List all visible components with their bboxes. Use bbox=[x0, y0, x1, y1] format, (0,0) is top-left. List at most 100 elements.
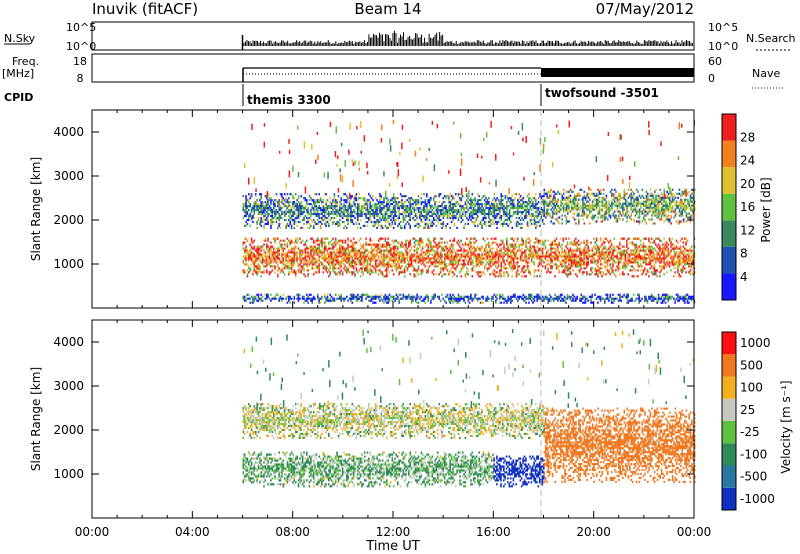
power-echo bbox=[424, 203, 427, 206]
power-echo bbox=[279, 271, 282, 274]
power-echo bbox=[406, 214, 409, 218]
power-echo bbox=[351, 220, 354, 224]
power-echo bbox=[432, 237, 435, 240]
power-echo bbox=[482, 257, 485, 260]
power-echo bbox=[445, 195, 447, 198]
power-echo bbox=[293, 271, 296, 274]
power-echo bbox=[424, 265, 427, 268]
power-echo bbox=[286, 259, 289, 262]
power-echo bbox=[315, 265, 318, 268]
power-echo bbox=[550, 216, 552, 219]
power-echo bbox=[355, 199, 358, 202]
power-echo bbox=[490, 201, 493, 204]
power-echo bbox=[547, 196, 550, 199]
power-echo bbox=[333, 205, 336, 208]
power-echo bbox=[361, 209, 363, 212]
power-echo bbox=[535, 251, 537, 254]
power-echo bbox=[641, 249, 643, 252]
power-echo bbox=[277, 263, 279, 266]
power-echo bbox=[581, 259, 584, 262]
power-echo bbox=[373, 253, 376, 256]
power-echo bbox=[546, 253, 548, 256]
power-echo bbox=[430, 224, 432, 227]
power-echo bbox=[500, 222, 503, 225]
power-echo bbox=[470, 212, 472, 216]
power-echo bbox=[450, 255, 453, 258]
power-echo bbox=[496, 251, 498, 254]
power-echo bbox=[642, 261, 645, 264]
power-echo bbox=[332, 257, 334, 260]
power-echo bbox=[243, 271, 246, 274]
power-echo bbox=[346, 211, 348, 214]
power-echo bbox=[620, 255, 623, 258]
power-echo bbox=[250, 251, 253, 254]
power-echo bbox=[386, 261, 388, 264]
power-echo bbox=[586, 239, 588, 242]
power-echo bbox=[346, 269, 348, 272]
power-echo bbox=[592, 261, 595, 264]
power-echo bbox=[252, 207, 254, 210]
power-echo bbox=[424, 251, 427, 254]
power-echo bbox=[519, 222, 522, 225]
power-echo bbox=[461, 195, 464, 198]
power-echo bbox=[246, 218, 249, 222]
power-echo bbox=[551, 210, 554, 213]
power-echo bbox=[486, 269, 489, 272]
power-echo bbox=[510, 267, 512, 270]
power-echo bbox=[464, 273, 467, 276]
power-echo bbox=[321, 222, 323, 225]
power-echo bbox=[620, 253, 623, 256]
power-echo bbox=[351, 249, 354, 252]
power-echo bbox=[384, 224, 387, 227]
power-echo bbox=[366, 216, 369, 220]
power-echo bbox=[477, 201, 479, 204]
power-echo bbox=[439, 251, 442, 254]
power-echo bbox=[667, 253, 669, 256]
power-echo bbox=[449, 239, 451, 242]
power-echo bbox=[459, 211, 461, 214]
power-echo bbox=[519, 271, 522, 274]
power-echo bbox=[394, 253, 396, 256]
power-echo bbox=[459, 259, 461, 262]
power-echo bbox=[357, 203, 359, 206]
power-echo bbox=[413, 218, 416, 222]
power-echo bbox=[441, 237, 443, 240]
power-echo bbox=[381, 263, 384, 266]
power-echo bbox=[489, 257, 491, 260]
power-echo bbox=[312, 245, 315, 248]
power-echo bbox=[366, 207, 369, 210]
power-echo bbox=[642, 237, 645, 240]
power-echo bbox=[644, 261, 646, 264]
power-echo bbox=[557, 265, 559, 268]
power-echo bbox=[300, 209, 302, 212]
power-echo bbox=[323, 214, 326, 218]
power-echo bbox=[358, 209, 360, 212]
power-echo bbox=[475, 257, 478, 260]
power-echo bbox=[329, 259, 331, 262]
power-echo bbox=[681, 271, 683, 274]
power-echo bbox=[249, 267, 251, 270]
power-echo bbox=[561, 263, 563, 266]
power-echo bbox=[506, 195, 508, 198]
power-echo bbox=[394, 199, 396, 202]
power-echo bbox=[570, 251, 573, 254]
power-echo bbox=[495, 209, 497, 212]
power-echo bbox=[432, 239, 435, 242]
power-echo bbox=[292, 257, 294, 260]
power-echo bbox=[449, 216, 451, 220]
power-echo bbox=[530, 199, 533, 202]
power-echo bbox=[278, 249, 280, 252]
power-echo bbox=[427, 257, 429, 260]
power-echo bbox=[256, 271, 258, 274]
power-echo bbox=[610, 269, 613, 272]
power-echo bbox=[569, 259, 572, 262]
power-echo bbox=[248, 216, 250, 220]
power-echo bbox=[586, 265, 588, 268]
power-echo bbox=[317, 211, 319, 214]
power-echo bbox=[655, 269, 657, 272]
power-echo bbox=[468, 259, 471, 262]
power-echo bbox=[350, 205, 352, 208]
power-echo bbox=[314, 222, 316, 225]
power-echo bbox=[488, 243, 490, 246]
power-echo bbox=[392, 241, 395, 244]
